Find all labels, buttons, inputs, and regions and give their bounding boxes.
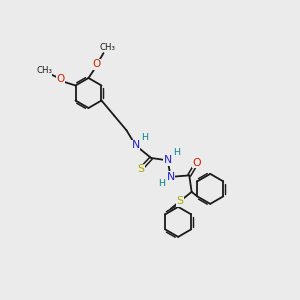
Text: O: O [192,158,201,168]
Text: H: H [141,134,148,142]
Text: O: O [56,74,64,84]
Text: N: N [131,140,140,150]
Text: N: N [164,155,172,165]
Text: N: N [167,172,175,182]
Text: CH₃: CH₃ [36,66,52,75]
Text: CH₃: CH₃ [99,43,116,52]
Text: H: H [158,179,165,188]
Text: H: H [173,148,180,158]
Text: O: O [93,59,101,70]
Text: S: S [137,164,144,174]
Text: S: S [176,196,183,206]
